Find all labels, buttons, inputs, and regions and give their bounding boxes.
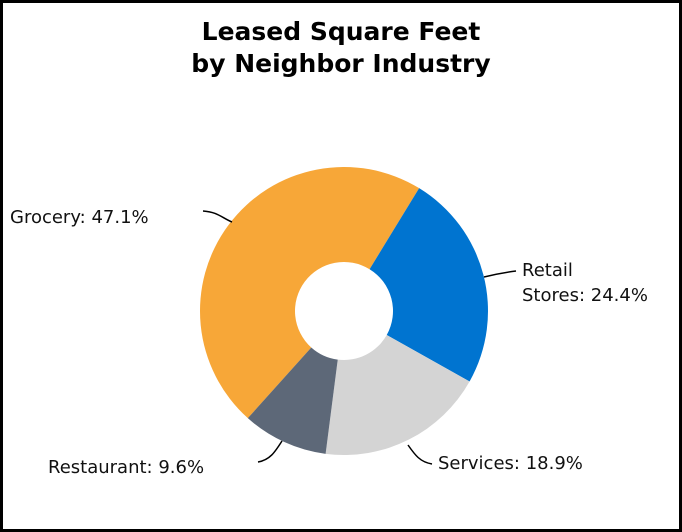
slice-label: Services: 18.9% <box>438 453 583 474</box>
leader-line <box>407 444 433 465</box>
chart-title: Leased Square Feet by Neighbor Industry <box>191 17 490 78</box>
leader-line <box>257 440 283 463</box>
pie-slice <box>247 347 338 454</box>
pie-slice <box>325 334 470 455</box>
slice-label: Retail Stores: 24.4% <box>522 260 648 306</box>
leader-line <box>483 270 517 278</box>
pie-slice <box>369 188 488 382</box>
leader-line <box>202 210 233 223</box>
slice-label: Grocery: 47.1% <box>10 207 149 228</box>
slice-label: Restaurant: 9.6% <box>48 457 204 478</box>
pie-slice <box>199 166 420 419</box>
